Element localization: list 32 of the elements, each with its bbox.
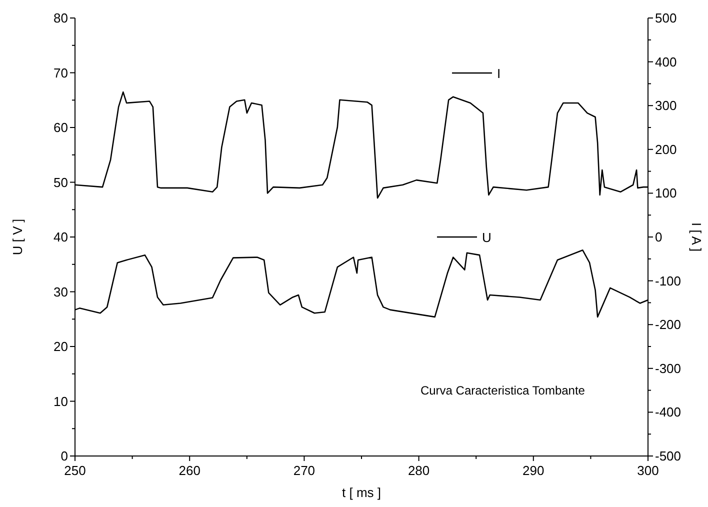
y2-tick-label: 300 xyxy=(655,98,677,114)
x-tick-label: 300 xyxy=(637,463,659,478)
y-tick-label: 70 xyxy=(54,65,68,80)
y2-tick-label: 400 xyxy=(655,54,677,70)
y-tick-label: 0 xyxy=(60,448,68,464)
x-tick-label: 260 xyxy=(178,463,200,478)
y2-tick-label: 500 xyxy=(655,10,677,26)
y-tick-label: 50 xyxy=(54,174,68,190)
y-tick-label: 80 xyxy=(54,10,68,26)
x-tick-label: 290 xyxy=(522,463,544,478)
y-axis-title: U [ V ] xyxy=(10,218,25,256)
y-tick-label: 10 xyxy=(54,394,68,409)
y-tick-label: 30 xyxy=(54,284,68,300)
annotation: Curva Caracteristica Tombante xyxy=(420,384,586,398)
legend-label: U xyxy=(482,230,492,245)
y2-tick-label: -300 xyxy=(655,360,682,376)
y-tick-label: 60 xyxy=(54,120,68,135)
y2-axis-title: I [ A ] xyxy=(689,222,704,252)
y-tick-label: 20 xyxy=(54,339,68,354)
y2-tick-label: -400 xyxy=(655,404,682,420)
y2-tick-label: -100 xyxy=(655,273,682,288)
y2-tick-label: 0 xyxy=(655,230,662,244)
y2-tick-label: -500 xyxy=(655,448,682,464)
x-axis-title: t [ ms ] xyxy=(342,485,381,500)
y-tick-label: 40 xyxy=(54,230,68,244)
x-tick-label: 250 xyxy=(64,463,86,478)
legend-label: I xyxy=(497,66,501,81)
y2-tick-label: 200 xyxy=(655,142,677,157)
y2-tick-label: 100 xyxy=(655,186,677,201)
x-tick-label: 280 xyxy=(408,463,430,478)
y2-tick-label: -200 xyxy=(655,317,682,332)
x-tick-label: 270 xyxy=(293,463,316,478)
